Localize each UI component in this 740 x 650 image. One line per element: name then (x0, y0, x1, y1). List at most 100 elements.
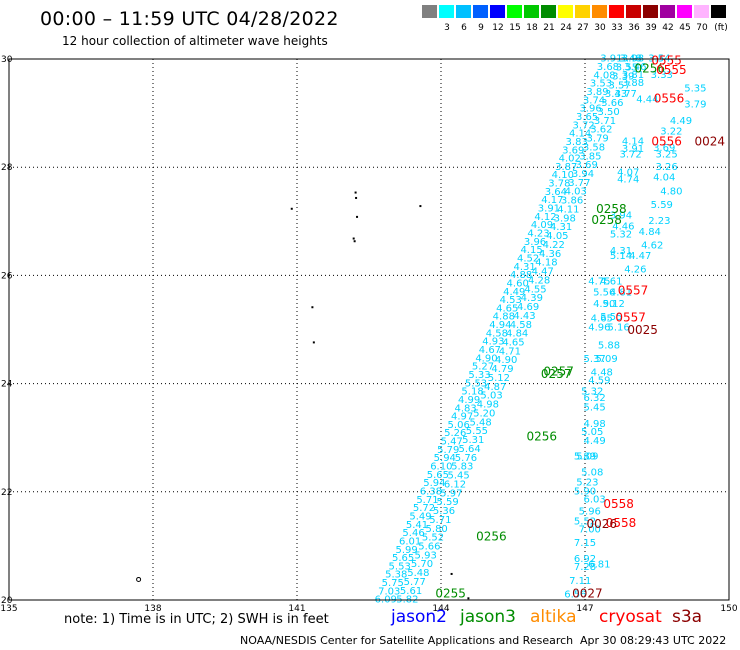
swh-value-track-c-lower: 4.61 (600, 277, 622, 288)
island-dot (356, 215, 359, 218)
legend-swatch (456, 5, 471, 18)
swh-value-track-a: 3.87 (555, 162, 577, 173)
swh-value-track-c-upper: 3.22 (660, 127, 682, 138)
x-tick-label: 144 (432, 604, 449, 614)
y-tick-label: 26 (1, 271, 13, 281)
swh-value-track-b: 4.79 (491, 364, 513, 375)
swh-value-track-a: 4.94 (489, 320, 511, 331)
swh-value-track-c-upper: 3.26 (655, 162, 677, 173)
pass-number-cryosat: 0558 (603, 497, 634, 511)
swh-value-track-a: 5.79 (437, 445, 459, 456)
swh-value-track-a: 4.10 (552, 170, 574, 181)
swh-value-track-a: 3.72 (573, 120, 595, 131)
swh-value-track-a: 4.31 (513, 262, 535, 273)
swh-value-track-b: 5.12 (488, 373, 510, 384)
swh-value-track-a: 3.65 (576, 112, 598, 123)
swh-value-track-b: 5.48 (407, 568, 429, 579)
pass-number-s3a: 0025 (627, 323, 658, 337)
pass-number-cryosat: 0557 (615, 310, 646, 324)
pass-number-layer: 0255025602560257025702580258025605550555… (435, 53, 725, 600)
swh-value-track-c-upper: 3.33 (651, 70, 673, 81)
swh-value-track-a: 3.74 (583, 95, 605, 106)
swh-value-track-b: 3.43 (605, 89, 627, 100)
legend-label: 70 (696, 23, 708, 33)
legend-swatch (439, 5, 454, 18)
swh-value-track-b: 3.85 (579, 151, 601, 162)
swh-value-track-a: 5.71 (416, 495, 438, 506)
legend-jason3: jason3 (460, 607, 516, 627)
island-dot (419, 205, 422, 208)
y-tick-label: 30 (1, 55, 13, 65)
pass-number-jason3: 0256 (635, 62, 666, 76)
swh-value-track-a: 5.75 (382, 578, 404, 589)
swh-value-track-c-upper: 4.14 (622, 136, 644, 147)
x-tick-label: 135 (0, 604, 17, 614)
swh-value-track-b: 5.48 (469, 417, 491, 428)
swh-value-track-b: 5.61 (400, 586, 422, 597)
swh-value-track-c-upper: 3.25 (655, 149, 677, 160)
swh-value-track-c-lower: 4.75 (588, 277, 610, 288)
swh-value-track-c-upper: 4.80 (660, 186, 682, 197)
swh-value-track-b: 3.94 (572, 169, 594, 180)
swh-value-track-b: 5.93 (415, 550, 437, 561)
legend-label: 42 (662, 23, 674, 33)
swh-value-track-c-lower: 5.05 (581, 427, 603, 438)
swh-value-track-c-upper: 5.35 (684, 83, 706, 94)
legend-swatch (541, 5, 556, 18)
swh-value-track-c-upper: 3.81 (622, 70, 644, 81)
swh-value-track-c-lower: 5.88 (598, 340, 620, 351)
footer-note: note: 1) Time is in UTC; 2) SWH is in fe… (64, 612, 329, 627)
swh-value-track-b: 3.98 (554, 213, 576, 224)
legend-label: 15 (509, 23, 521, 33)
x-tick-label: 138 (144, 604, 161, 614)
swh-value-track-c-lower: 4.48 (591, 367, 613, 378)
swh-value-track-a: 5.53 (389, 561, 411, 572)
swh-value-track-a: 4.97 (451, 412, 473, 423)
island-ring (136, 576, 142, 582)
island-dot (355, 196, 358, 199)
swh-value-track-b: 5.76 (455, 453, 477, 464)
swh-value-track-c-lower: 5.08 (581, 468, 603, 479)
legend-label: 33 (611, 23, 623, 33)
grid-layer: 135 138 141 144 147 150 20 22 24 26 28 30 (0, 55, 737, 614)
swh-value-track-a: 4.88 (510, 270, 532, 281)
swh-value-track-a: 4.15 (520, 245, 542, 256)
swh-value-track-a: 5.65 (427, 470, 449, 481)
swh-value-track-c-lower: 6.81 (588, 560, 610, 571)
pass-number-jason3: 0256 (476, 529, 507, 543)
swh-value-track-c-upper: 3.88 (622, 78, 644, 89)
pass-number-jason3: 0258 (591, 213, 622, 227)
swh-value-track-a: 4.02 (559, 154, 581, 165)
swh-value-track-c-lower: 5.16 (607, 323, 629, 334)
swh-value-track-a: 3.53 (590, 79, 612, 90)
swh-value-track-a: 4.17 (541, 195, 563, 206)
swh-value-track-b: 4.43 (513, 311, 535, 322)
swh-value-track-b: 3.77 (568, 178, 590, 189)
x-tick-label: 147 (576, 604, 593, 614)
legend-cryosat: cryosat (599, 607, 662, 627)
swh-value-track-b: 3.71 (594, 116, 616, 127)
swh-value-track-c-lower: 5.55 (600, 312, 622, 323)
legend-label: 24 (560, 23, 572, 33)
swh-value-track-a: 4.58 (486, 328, 508, 339)
swh-value-track-c-lower: 6.56 (564, 589, 586, 600)
legend-swatch (609, 5, 624, 18)
legend-label: 36 (628, 23, 640, 33)
swh-value-track-a: 5.94 (434, 453, 456, 464)
island-dot (450, 572, 453, 575)
swh-value-track-c-lower: 5.45 (583, 403, 605, 414)
chart-title: 00:00 – 11:59 UTC 04/28/2022 (40, 8, 339, 30)
swh-value-track-c-upper: 5.59 (651, 200, 673, 211)
swh-value-track-b: 4.87 (484, 382, 506, 393)
swh-value-track-a: 5.72 (413, 503, 435, 514)
swh-value-track-c-upper: 4.47 (629, 251, 651, 262)
swh-value-track-b: 4.55 (524, 284, 546, 295)
swh-value-track-b: 3.39 (612, 71, 634, 82)
swh-value-track-a: 4.23 (527, 228, 549, 239)
swh-value-track-c-upper: 3.77 (615, 89, 637, 100)
swh-value-track-a: 5.53 (465, 378, 487, 389)
swh-value-track-b: 3.86 (561, 196, 583, 207)
pass-number-cryosat: 0556 (654, 91, 685, 105)
pass-number-s3a: 0024 (695, 135, 726, 149)
